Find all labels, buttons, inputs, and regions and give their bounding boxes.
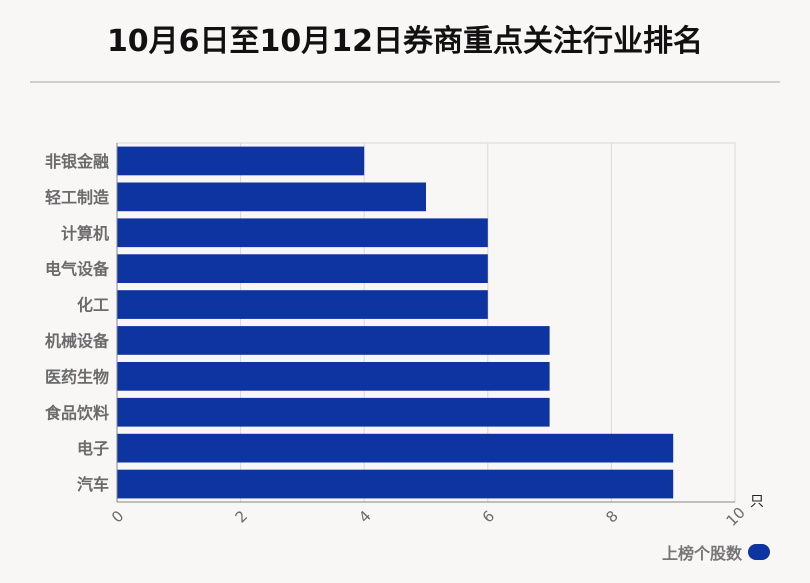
y-tick-label: 医药生物: [45, 367, 109, 386]
x-tick-label: 0: [108, 507, 127, 526]
legend-swatch: [748, 544, 770, 560]
y-tick-label: 化工: [77, 296, 109, 315]
x-tick-label: 4: [355, 507, 374, 526]
legend[interactable]: 上榜个股数: [662, 540, 770, 564]
legend-label: 上榜个股数: [661, 544, 742, 563]
x-tick-label: 10: [723, 504, 749, 530]
x-unit-label: 只: [750, 494, 764, 510]
bar: [117, 146, 365, 176]
y-tick-label: 机械设备: [45, 331, 110, 350]
y-tick-label: 电气设备: [45, 260, 110, 279]
bar: [117, 290, 488, 319]
title-divider: [30, 81, 780, 83]
bar: [117, 397, 550, 427]
y-tick-label: 电子: [77, 439, 109, 458]
y-tick-label: 非银金融: [45, 152, 109, 171]
y-tick-label: 食品饮料: [44, 403, 109, 422]
bar: [117, 218, 488, 248]
x-tick-label: 8: [602, 507, 621, 526]
chart-title: 10月6日至10月12日券商重点关注行业排名: [106, 24, 704, 59]
bar: [117, 326, 550, 355]
bar: [117, 469, 674, 499]
bar: [117, 361, 550, 391]
x-tick-label: 2: [232, 507, 251, 526]
y-tick-label: 计算机: [61, 224, 109, 243]
y-tick-label: 汽车: [77, 475, 109, 494]
x-tick-label: 6: [479, 507, 498, 526]
bar: [117, 182, 426, 212]
bar: [117, 433, 674, 463]
bar: [117, 254, 488, 284]
y-tick-label: 轻工制造: [45, 188, 110, 207]
